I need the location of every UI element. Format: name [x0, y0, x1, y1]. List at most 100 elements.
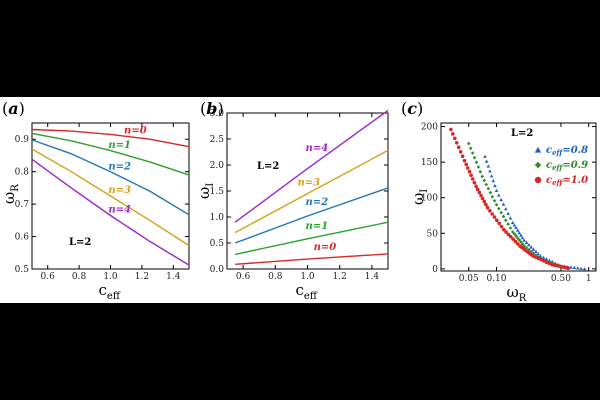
data-point: [449, 127, 453, 132]
series-line: [235, 253, 389, 265]
data-point: [547, 258, 552, 262]
y-tick-label: 1.0: [210, 213, 225, 223]
annotation-label: L=2: [69, 237, 91, 248]
data-point: [508, 216, 513, 220]
y-tick-label: 0.6: [15, 233, 30, 243]
data-point: [477, 190, 482, 195]
x-tick-label: 0.10: [486, 274, 506, 284]
data-point: [478, 169, 483, 174]
data-point: [544, 260, 549, 264]
data-point: [494, 188, 499, 192]
data-point: [576, 266, 580, 270]
series-points: [467, 141, 570, 270]
data-point: [512, 223, 517, 227]
chart-svg: 0.6 0.8 1.0 1.2 1.4 0.5 0.6 0.7 0.8 0.9 ceff ωR (a) L…: [0, 99, 597, 304]
data-point: [475, 187, 480, 192]
x-tick-label: 1.4: [365, 272, 380, 282]
data-point: [534, 161, 542, 169]
data-point: [524, 240, 529, 245]
annotation-label: L=2: [257, 161, 279, 172]
x-tick-label: 1: [586, 274, 592, 284]
data-point: [460, 154, 465, 158]
data-point: [510, 220, 515, 225]
data-point: [484, 159, 489, 163]
y-tick-label: 2.5: [210, 135, 225, 145]
x-axis-label: ceff: [99, 281, 121, 302]
data-point: [534, 255, 538, 260]
data-point: [488, 190, 493, 195]
data-point: [547, 261, 552, 266]
series-label: n=2: [306, 197, 329, 208]
series-label: n=1: [108, 140, 131, 151]
series-line: [234, 149, 389, 234]
data-point: [484, 182, 489, 187]
data-point: [497, 221, 502, 226]
data-point: [506, 211, 510, 215]
data-point: [572, 265, 577, 270]
y-axis-label: ωR: [0, 184, 21, 204]
data-point: [490, 212, 495, 216]
data-point: [536, 252, 540, 256]
y-tick-label: 0.9: [15, 135, 30, 145]
data-point: [486, 164, 491, 168]
data-point: [480, 174, 484, 179]
data-point: [541, 255, 546, 259]
data-point: [519, 240, 523, 244]
data-point: [495, 218, 499, 223]
x-axis-label: ceff: [296, 281, 318, 302]
series-label: n=3: [108, 185, 131, 196]
data-point: [536, 256, 541, 261]
data-point: [544, 257, 549, 261]
y-tick-label: 3.0: [210, 109, 225, 119]
data-point: [499, 197, 503, 202]
data-point: [508, 226, 513, 230]
y-tick-label: 2.0: [210, 161, 225, 171]
panel-label: (a): [2, 99, 25, 118]
data-point: [542, 259, 546, 263]
series-label: n=1: [306, 221, 329, 232]
data-point: [472, 180, 477, 185]
series-line: [234, 221, 389, 256]
data-point: [483, 154, 487, 158]
legend-entry: ceff=0.8: [546, 145, 588, 157]
data-point: [517, 238, 522, 242]
x-tick-label: 0.50: [551, 274, 571, 284]
data-point: [488, 169, 492, 173]
series-line: [31, 148, 190, 247]
plot-frame: [226, 112, 389, 270]
data-point: [480, 196, 485, 201]
data-point: [504, 218, 508, 223]
data-point: [467, 169, 472, 174]
data-point: [458, 150, 463, 154]
data-point: [582, 267, 587, 271]
y-tick-label: 0.5: [210, 239, 225, 249]
series-line: [234, 109, 389, 223]
data-point: [522, 238, 527, 242]
y-tick-label: 150: [421, 158, 438, 168]
data-point: [531, 251, 536, 256]
series-line: [31, 158, 190, 266]
y-tick-label: 0.7: [15, 200, 30, 210]
data-point: [531, 247, 536, 251]
x-tick-label: 1.0: [300, 272, 315, 282]
figure: 0.6 0.8 1.0 1.2 1.4 0.5 0.6 0.7 0.8 0.9 ceff ωR (a) L…: [0, 97, 600, 304]
data-point: [515, 242, 520, 246]
data-point: [501, 202, 506, 206]
data-point: [515, 236, 520, 240]
data-point: [534, 249, 538, 253]
y-tick-label: 50: [427, 229, 439, 239]
series-label: n=0: [124, 125, 147, 136]
legend-entry: ceff=1.0: [546, 175, 588, 187]
data-point: [504, 207, 508, 211]
panel-label: (b): [200, 99, 224, 118]
data-point: [579, 266, 583, 270]
data-point: [467, 141, 471, 146]
series-label: n=2: [108, 162, 131, 173]
data-point: [510, 230, 515, 234]
data-point: [472, 155, 477, 160]
data-point: [506, 232, 511, 237]
y-tick-label: 1.5: [210, 187, 225, 197]
x-tick-label: 1.2: [333, 272, 347, 282]
x-axis-label: ωR: [507, 283, 527, 303]
data-point: [462, 158, 467, 163]
